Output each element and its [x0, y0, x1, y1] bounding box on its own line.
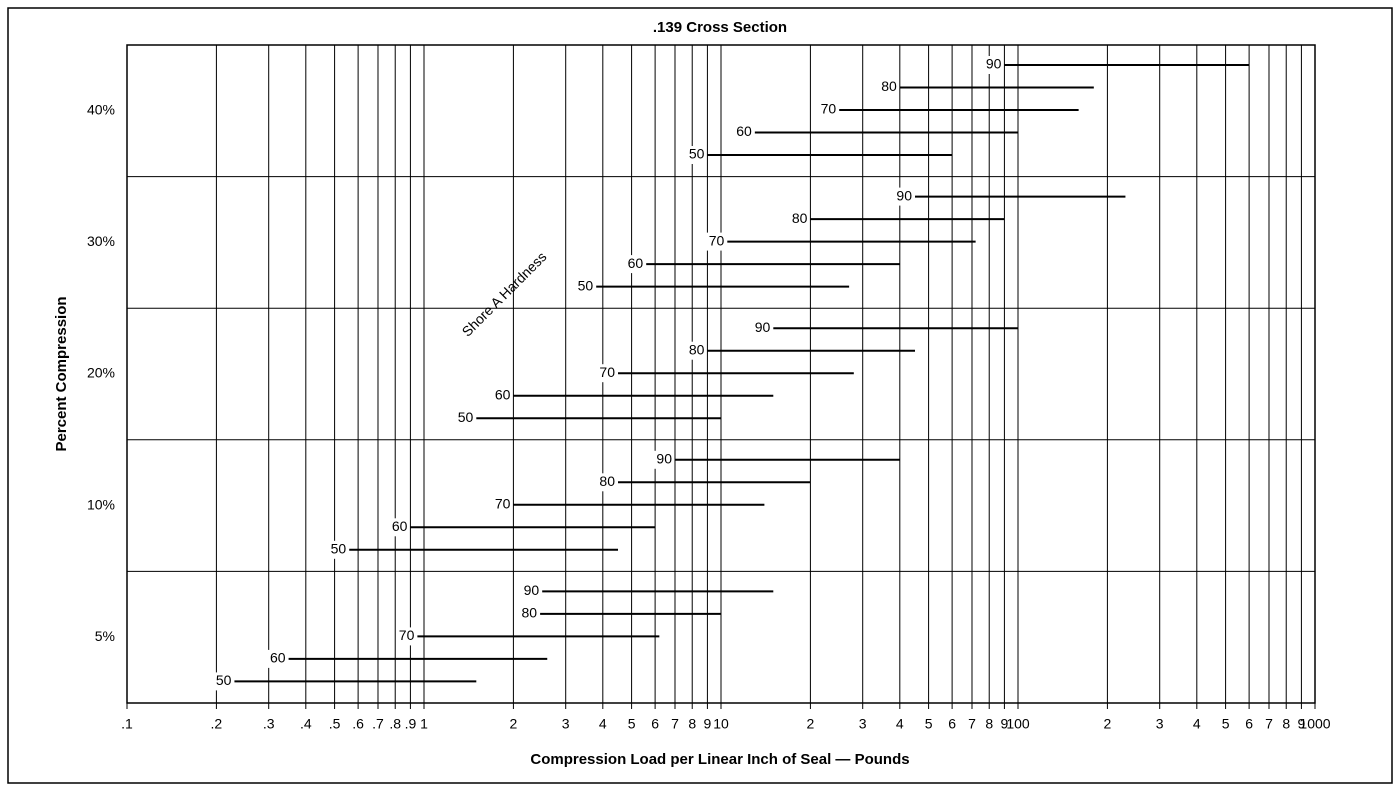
- x-tick-label: .8: [389, 716, 401, 732]
- label-bg: [267, 649, 288, 668]
- x-tick-label: .9: [405, 716, 417, 732]
- bar-label: 80: [881, 78, 897, 94]
- x-tick-label: 1: [420, 716, 428, 732]
- bar-label: 80: [599, 473, 615, 489]
- bar-label: 50: [331, 541, 347, 557]
- label-bg: [396, 627, 417, 646]
- bar-label: 50: [578, 277, 594, 293]
- label-bg: [389, 518, 410, 537]
- x-tick-label: 9: [1298, 716, 1306, 732]
- bar-label: 90: [656, 451, 672, 467]
- x-tick-label: 8: [985, 716, 993, 732]
- x-tick-label: 3: [1156, 716, 1164, 732]
- x-tick-label: .6: [352, 716, 364, 732]
- x-tick-label: 7: [671, 716, 679, 732]
- bar-label: 80: [522, 605, 538, 621]
- annotation: Shore A Hardness: [459, 249, 550, 340]
- bar-label: 70: [399, 627, 415, 643]
- x-tick-label: 2: [807, 716, 815, 732]
- x-tick-label: 3: [562, 716, 570, 732]
- label-bg: [597, 473, 618, 492]
- bar-label: 60: [628, 255, 644, 271]
- bar-label: 90: [755, 319, 771, 335]
- bar-label: 70: [495, 496, 511, 512]
- bar-label: 50: [458, 409, 474, 425]
- x-tick-label: .5: [329, 716, 341, 732]
- label-bg: [328, 540, 349, 559]
- bar-label: 50: [689, 146, 705, 162]
- x-tick-label: .2: [211, 716, 223, 732]
- x-tick-label: 5: [925, 716, 933, 732]
- x-tick-label: 4: [896, 716, 904, 732]
- x-tick-label: 5: [628, 716, 636, 732]
- label-bg: [879, 78, 899, 97]
- y-tick-label: 30%: [87, 233, 115, 249]
- x-tick-label: .1: [121, 716, 133, 732]
- label-bg: [706, 232, 727, 251]
- bar-label: 70: [599, 364, 615, 380]
- bar-label: 90: [524, 582, 540, 598]
- label-bg: [492, 386, 513, 405]
- label-bg: [213, 672, 234, 691]
- x-tick-label: 9: [1001, 716, 1009, 732]
- bar-label: 60: [270, 650, 286, 666]
- x-tick-label: .7: [372, 716, 384, 732]
- x-tick-label: 8: [1282, 716, 1290, 732]
- x-tick-label: .3: [263, 716, 275, 732]
- label-bg: [818, 101, 839, 119]
- label-bg: [492, 495, 513, 514]
- label-bg: [734, 123, 754, 142]
- label-bg: [521, 582, 542, 601]
- label-bg: [789, 210, 810, 229]
- label-bg: [686, 341, 707, 360]
- x-tick-label: 6: [1245, 716, 1253, 732]
- x-tick-label: 1000: [1299, 716, 1330, 732]
- x-tick-label: 100: [1006, 716, 1030, 732]
- label-bg: [654, 450, 674, 469]
- plot-border: [126, 44, 1316, 704]
- x-tick-label: .4: [300, 716, 312, 732]
- label-bg: [686, 146, 707, 164]
- x-tick-label: 7: [1265, 716, 1273, 732]
- frame: [7, 7, 1393, 784]
- x-tick-label: 2: [1104, 716, 1112, 732]
- x-tick-label: 2: [510, 716, 518, 732]
- bar-label: 70: [709, 232, 725, 248]
- bar-label: 60: [392, 518, 408, 534]
- label-bg: [625, 255, 646, 274]
- y-tick-label: 20%: [87, 365, 115, 381]
- x-tick-label: 3: [859, 716, 867, 732]
- bar-label: 70: [821, 101, 837, 117]
- x-tick-label: 10: [713, 716, 729, 732]
- bar-label: 90: [986, 56, 1002, 72]
- y-axis-label: Percent Compression: [53, 296, 70, 451]
- bar-label: 50: [216, 672, 232, 688]
- bar-label: 80: [792, 210, 808, 226]
- bar-label: 90: [896, 187, 912, 203]
- x-tick-label: 4: [599, 716, 607, 732]
- x-tick-label: 7: [968, 716, 976, 732]
- y-tick-label: 5%: [95, 628, 115, 644]
- label-bg: [752, 319, 773, 338]
- y-tick-label: 10%: [87, 496, 115, 512]
- bar-label: 60: [495, 386, 511, 402]
- label-bg: [455, 409, 476, 428]
- x-axis-label: Compression Load per Linear Inch of Seal…: [530, 751, 909, 768]
- bar-label: 60: [736, 123, 752, 139]
- label-bg: [597, 364, 618, 383]
- y-tick-label: 40%: [87, 102, 115, 118]
- x-tick-label: 8: [688, 716, 696, 732]
- x-tick-label: 4: [1193, 716, 1201, 732]
- x-tick-label: 6: [948, 716, 956, 732]
- label-bg: [575, 277, 596, 296]
- x-tick-label: 9: [704, 716, 712, 732]
- label-bg: [983, 56, 1004, 74]
- label-bg: [519, 604, 540, 623]
- bar-label: 80: [689, 341, 705, 357]
- x-tick-label: 6: [651, 716, 659, 732]
- x-tick-label: 5: [1222, 716, 1230, 732]
- chart-title: .139 Cross Section: [653, 19, 787, 36]
- label-bg: [894, 187, 915, 206]
